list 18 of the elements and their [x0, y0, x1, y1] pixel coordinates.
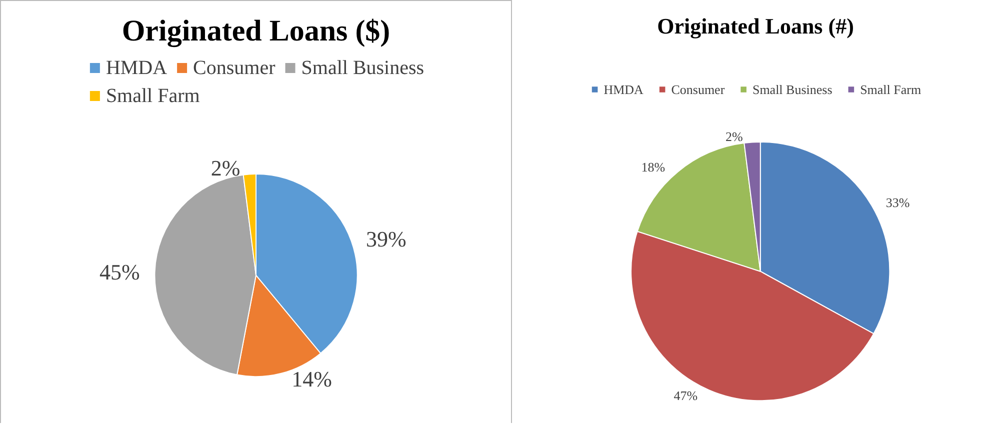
data-label: 2%	[210, 156, 240, 181]
chart-title: Originated Loans (#)	[657, 14, 854, 38]
legend-label: Consumer	[193, 57, 276, 79]
data-label: 33%	[886, 194, 910, 210]
data-label: 45%	[99, 259, 140, 284]
chart-title: Originated Loans ($)	[122, 14, 390, 48]
legend-label: HMDA	[106, 57, 168, 79]
data-label: 18%	[641, 160, 666, 175]
legend-label: Small Farm	[860, 82, 922, 97]
legend-label: Consumer	[671, 82, 726, 97]
data-label: 39%	[366, 226, 406, 252]
legend-label: Small Business	[752, 82, 832, 97]
data-label: 14%	[292, 366, 332, 392]
data-label: 2%	[726, 128, 744, 144]
data-label: 47%	[674, 388, 698, 404]
legend-label: Small Farm	[106, 85, 200, 107]
legend-label: HMDA	[604, 82, 644, 97]
legend-label: Small Business	[301, 57, 424, 79]
